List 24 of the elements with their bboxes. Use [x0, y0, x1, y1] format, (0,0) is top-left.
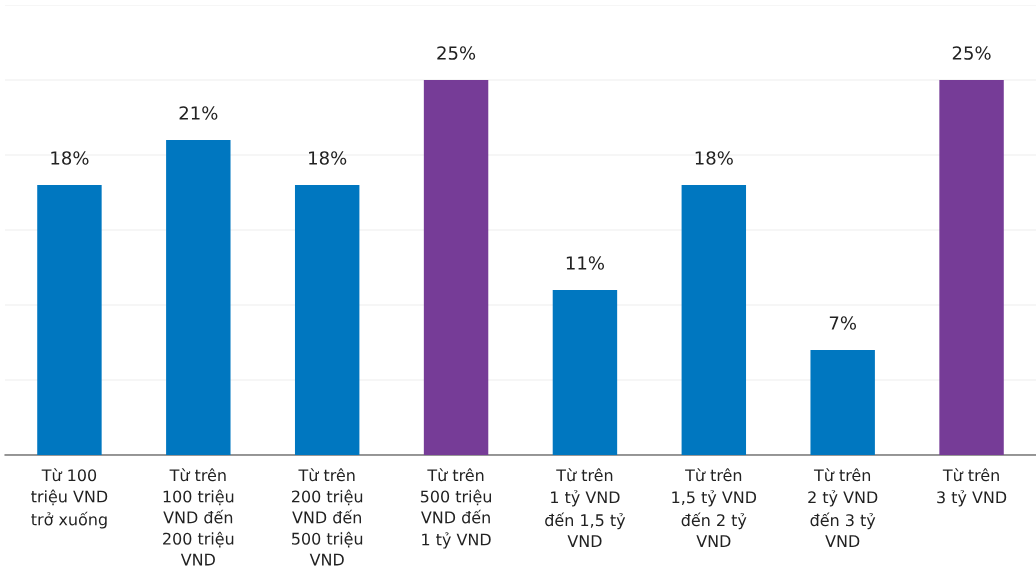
bar — [810, 350, 875, 455]
x-tick-label: Từ trên 1 tỷ VND đến 1,5 tỷ VND — [545, 468, 626, 547]
data-label: 11% — [566, 256, 605, 270]
bar — [37, 185, 102, 455]
data-label: 21% — [179, 106, 218, 120]
bar — [552, 290, 618, 455]
x-tick-label: Từ trên 3 tỷ VND — [937, 468, 1007, 507]
data-label: 25% — [437, 46, 476, 60]
x-tick-label: Từ trên 100 triệu VND đến 200 triệu VND — [163, 468, 234, 566]
x-tick-label: Từ 100 triệu VND trở xuống — [31, 468, 108, 529]
bar — [294, 185, 360, 455]
data-label: 25% — [952, 46, 991, 60]
x-tick-label: Từ trên 2 tỷ VND đến 3 tỷ VND — [808, 468, 878, 547]
data-label: 18% — [695, 151, 733, 165]
data-label: 18% — [309, 151, 347, 165]
bar — [166, 140, 231, 455]
x-tick-label: Từ trên 1,5 tỷ VND đến 2 tỷ VND — [672, 468, 757, 547]
data-label: 18% — [51, 151, 89, 165]
data-label: 7% — [829, 316, 857, 330]
bar — [939, 80, 1004, 455]
bar — [681, 185, 747, 455]
x-tick-label: Từ trên 200 triệu VND đến 500 triệu VND — [291, 468, 363, 566]
x-tick-label: Từ trên 500 triệu VND đến 1 tỷ VND — [420, 468, 491, 549]
bar — [423, 80, 489, 455]
